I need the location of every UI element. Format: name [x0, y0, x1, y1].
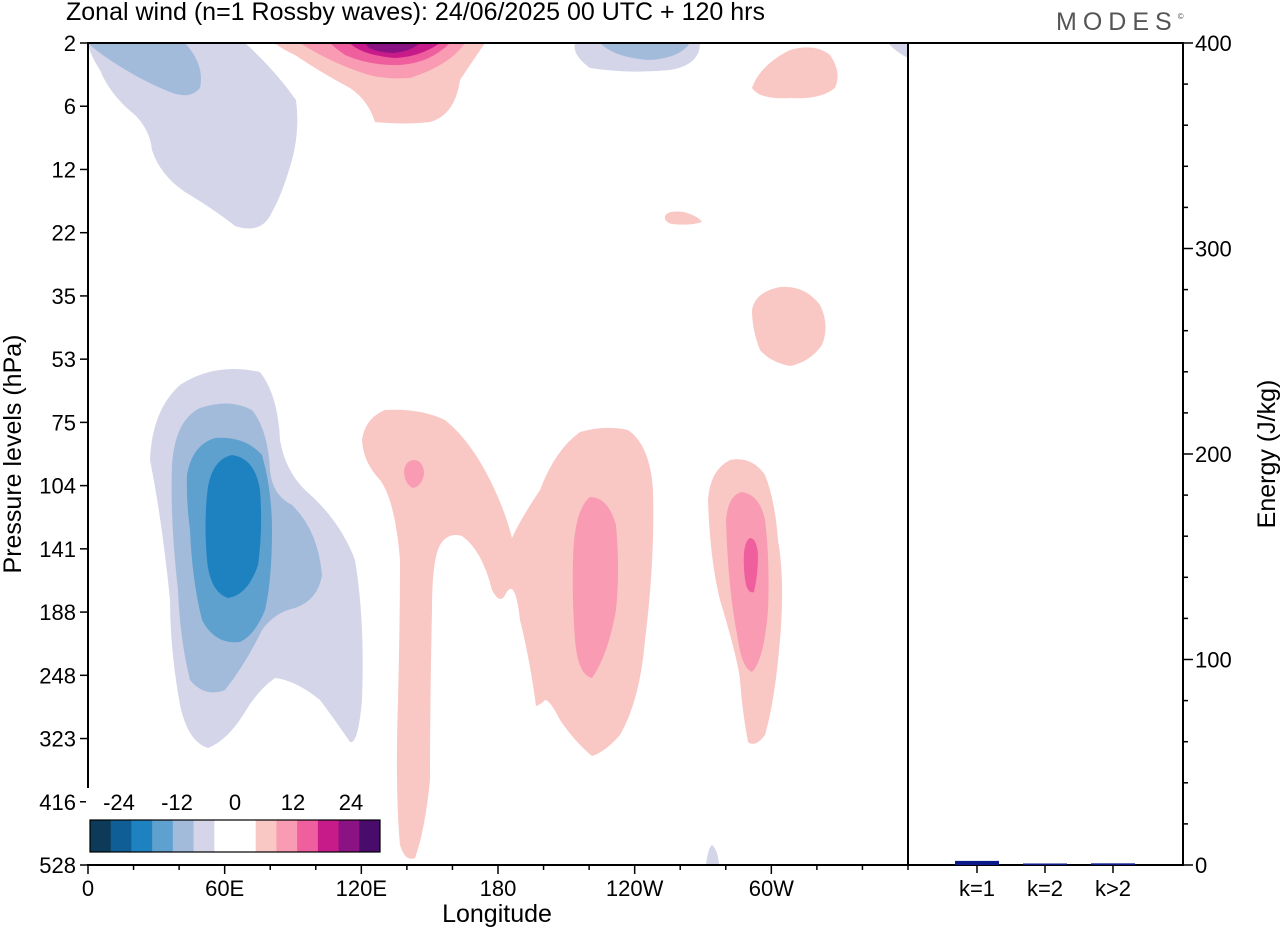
- pressure-tick-label: 35: [52, 284, 76, 309]
- wavenumber-label: k>2: [1095, 876, 1131, 901]
- longitude-tick-label: 0: [82, 876, 94, 901]
- colorbar: -24 -12 0 12 24: [86, 788, 384, 864]
- energy-tick-label: 0: [1195, 853, 1207, 878]
- contour-neg-upper-outer: [88, 43, 298, 229]
- pressure-tick-label: 104: [39, 474, 76, 499]
- pressure-tick-label: 6: [64, 94, 76, 119]
- colorbar-swatch: [131, 820, 153, 852]
- energy-axis-label: Energy (J/kg): [1253, 380, 1280, 529]
- contour-neg-top-mid-inner: [600, 43, 690, 60]
- energy-bars: [955, 860, 1135, 865]
- x-axis-label: Longitude: [442, 900, 552, 928]
- contour-pos-lower-mid-inner: [572, 497, 618, 678]
- colorbar-swatch: [235, 820, 257, 852]
- energy-tick-label: 300: [1195, 237, 1232, 262]
- colorbar-swatch: [152, 820, 174, 852]
- longitude-axis: 0 60E 120E 180 120W 60W: [82, 865, 909, 901]
- wavenumber-label: k=1: [959, 876, 995, 901]
- contour-neg-top-right: [888, 43, 908, 58]
- energy-axis: 0 100 200 300 400: [1183, 31, 1232, 878]
- colorbar-swatch: [359, 820, 381, 852]
- chart-title: Zonal wind (n=1 Rossby waves): 24/06/202…: [66, 0, 765, 26]
- pressure-tick-label: 75: [52, 410, 76, 435]
- pressure-tick-label: 2: [64, 31, 76, 56]
- colorbar-swatch: [90, 820, 112, 852]
- energy-bar-2: [1023, 863, 1067, 865]
- wavenumber-labels: k=1 k=2 k>2: [959, 865, 1131, 901]
- contour-neg-upper-inner: [88, 43, 201, 96]
- colorbar-swatch: [110, 820, 132, 852]
- pressure-tick-label: 416: [39, 790, 76, 815]
- pressure-tick-label: 12: [52, 157, 76, 182]
- colorbar-swatch: [172, 820, 195, 852]
- pressure-axis: 2 6 12 22 35 53 75 104 141 188 248 323 416 528: [39, 31, 88, 878]
- colorbar-swatch: [255, 820, 277, 852]
- colorbar-frame: [89, 819, 381, 853]
- longitude-tick-label: 180: [480, 876, 517, 901]
- energy-bar-3: [1091, 863, 1135, 865]
- colorbar-label: -24: [103, 790, 135, 815]
- contour-pos-small-dot: [404, 460, 424, 488]
- pressure-tick-label: 323: [39, 727, 76, 752]
- energy-tick-label: 100: [1195, 648, 1232, 673]
- logo-text: MODES: [1056, 8, 1178, 36]
- colorbar-label: -12: [161, 790, 193, 815]
- colorbar-label: 0: [229, 790, 241, 815]
- pressure-tick-label: 188: [39, 600, 76, 625]
- modes-logo: MODES©: [1056, 8, 1184, 37]
- contour-neg-bottom: [706, 845, 719, 865]
- contour-pos-small-blob: [664, 211, 702, 225]
- colorbar-label: 24: [339, 790, 363, 815]
- contour-field: [88, 43, 908, 865]
- contour-neg-lower-4: [205, 455, 262, 598]
- longitude-tick-label: 120W: [606, 876, 664, 901]
- longitude-tick-label: 60W: [749, 876, 794, 901]
- colorbar-label: 12: [281, 790, 305, 815]
- y-axis-label: Pressure levels (hPa): [0, 335, 27, 574]
- colorbar-swatch: [276, 820, 298, 852]
- pressure-tick-label: 248: [39, 663, 76, 688]
- logo-mark: ©: [1177, 12, 1184, 21]
- wavenumber-label: k=2: [1027, 876, 1063, 901]
- colorbar-swatch: [214, 820, 236, 852]
- contour-pos-lower-right-3: [743, 538, 758, 593]
- contour-pos-top-5: [365, 43, 420, 53]
- colorbar-swatch: [297, 820, 319, 852]
- pressure-tick-label: 53: [52, 347, 76, 372]
- pressure-tick-label: 141: [39, 537, 76, 562]
- energy-panel-frame: [907, 42, 1184, 866]
- contour-pos-stratosphere-right: [752, 286, 826, 366]
- pressure-tick-label: 22: [52, 221, 76, 246]
- colorbar-swatch: [338, 820, 360, 852]
- energy-bar-1: [955, 860, 999, 865]
- longitude-tick-label: 120E: [336, 876, 387, 901]
- longitude-tick-label: 60E: [205, 876, 244, 901]
- energy-tick-label: 200: [1195, 442, 1232, 467]
- contour-pos-upper-right: [752, 47, 838, 99]
- pressure-tick-label: 528: [39, 853, 76, 878]
- energy-tick-label: 400: [1195, 31, 1232, 56]
- colorbar-swatch: [193, 820, 215, 852]
- colorbar-swatch: [317, 820, 340, 852]
